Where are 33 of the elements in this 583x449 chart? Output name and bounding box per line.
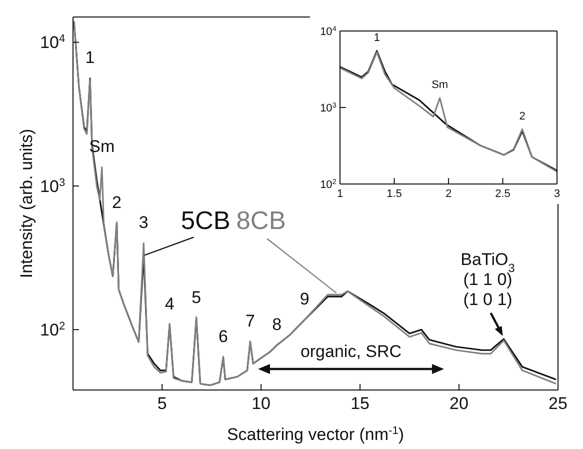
y-tick-label: 10$^{3}$ [40,176,66,196]
x-axis-title: Scattering vector (nm$^{-1}$) [226,425,404,444]
x-tick-label: 15 [350,394,370,413]
x-tick-label: 3 [554,188,560,200]
annotation: BaTiO$_{3}$ (1 1 0) (1 0 1) [460,250,516,310]
y-axis-title: Intensity (arb. units) [17,128,36,278]
series-label: 5CB [180,207,230,236]
annotation: 2 [519,110,526,122]
y-tick-label: 10$^{4}$ [40,33,66,52]
annotation: 4 [164,294,174,314]
y-tick-label: 10$^{2}$ [320,178,336,191]
annotation: 3 [138,212,148,232]
x-tick-label: 25 [548,394,568,413]
x-tick-label: 5 [157,394,167,413]
annotation: 8 [272,314,282,334]
x-tick-label: 10 [252,394,271,413]
x-tick-label: 1 [336,188,344,200]
x-tick-label: 1.5 [386,188,402,200]
y-tick-label: 10$^{2}$ [40,320,66,340]
annotation: Sm [432,79,448,92]
annotation: 9 [300,290,310,309]
x-tick-label: 2.5 [495,188,510,200]
annotation: organic, SRC [299,342,403,362]
annotation: 1 [85,48,95,68]
text: 8CB [236,207,286,236]
y-tick-label: 10$^{4}$ [320,24,336,38]
y-tick-label: 10$^{3}$ [320,101,336,114]
annotation: 5 [192,288,202,307]
x-tick-label: 20 [450,394,468,413]
annotation: 7 [245,312,255,331]
annotation: 1 [374,32,380,44]
x-tick-label: 2 [445,188,452,200]
annotation: 6 [218,327,228,346]
